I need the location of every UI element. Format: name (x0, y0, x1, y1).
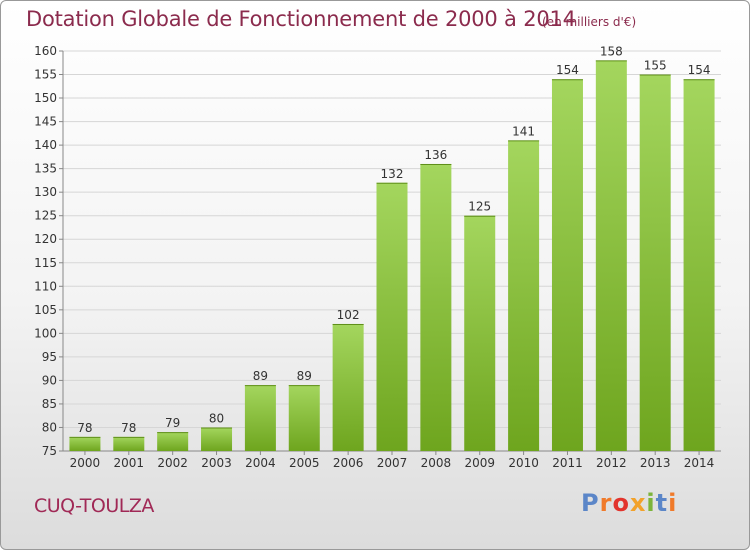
y-tick-label: 120 (34, 232, 57, 246)
bar-value-label: 80 (209, 411, 224, 425)
bar-value-label: 132 (381, 167, 404, 181)
y-tick-label: 95 (42, 350, 57, 364)
logo-letter: i (646, 489, 656, 517)
bar-value-label: 78 (77, 421, 92, 435)
logo-letter: P (581, 489, 600, 517)
y-tick-label: 145 (34, 115, 57, 129)
bar-value-label: 79 (165, 416, 180, 430)
bar (639, 74, 671, 451)
x-tick-label: 2011 (552, 456, 583, 470)
x-tick-label: 2005 (289, 456, 320, 470)
y-tick-label: 110 (34, 279, 57, 293)
y-tick-label: 90 (42, 373, 57, 387)
city-name: CUQ-TOULZA (34, 495, 154, 517)
y-tick-label: 150 (34, 91, 57, 105)
y-tick-label: 75 (42, 444, 57, 458)
bar (69, 436, 101, 451)
chart-subtitle: (en milliers d'€) (542, 15, 637, 29)
bar-value-label: 136 (424, 148, 447, 162)
x-tick-label: 2002 (157, 456, 188, 470)
x-tick-label: 2001 (114, 456, 145, 470)
bar (420, 163, 452, 452)
logo-letter: o (612, 489, 630, 517)
logo-letter: t (655, 489, 669, 517)
y-tick-label: 160 (34, 44, 57, 58)
logo-letter: x (629, 489, 647, 517)
y-tick-label: 85 (42, 397, 57, 411)
y-tick-label: 125 (34, 209, 57, 223)
x-tick-label: 2008 (421, 456, 452, 470)
x-tick-label: 2000 (70, 456, 101, 470)
bar-value-label: 154 (688, 63, 711, 77)
bar-value-label: 89 (297, 369, 312, 383)
proxiti-logo[interactable]: Proxiti (581, 489, 677, 517)
bar-value-label: 154 (556, 63, 579, 77)
x-tick-label: 2007 (377, 456, 408, 470)
y-tick-label: 140 (34, 138, 57, 152)
x-tick-label: 2014 (684, 456, 715, 470)
bar (464, 215, 496, 451)
bar (244, 385, 276, 451)
y-tick-label: 115 (34, 256, 57, 270)
logo-letter: i (668, 489, 678, 517)
bar-value-label: 102 (337, 308, 360, 322)
bar (595, 60, 627, 451)
bar (551, 79, 583, 451)
y-tick-label: 80 (42, 420, 57, 434)
bar (157, 432, 189, 451)
bar-value-label: 78 (121, 421, 136, 435)
y-tick-label: 135 (34, 162, 57, 176)
bar (332, 323, 364, 451)
bar-value-label: 89 (253, 369, 268, 383)
x-tick-label: 2012 (596, 456, 627, 470)
bar (508, 140, 540, 452)
bar (113, 436, 145, 451)
bar (376, 182, 408, 451)
x-tick-label: 2006 (333, 456, 364, 470)
bar (201, 427, 233, 451)
logo-letter: r (599, 489, 613, 517)
y-tick-label: 155 (34, 68, 57, 82)
x-tick-label: 2009 (464, 456, 495, 470)
y-tick-label: 130 (34, 185, 57, 199)
bar-value-label: 141 (512, 124, 535, 138)
labels: 75 80 85 90 95 100 105 110 115 120 125 130 135 140 145… (34, 44, 714, 470)
y-tick-label: 100 (34, 326, 57, 340)
bar-value-label: 125 (468, 200, 491, 214)
x-tick-label: 2010 (508, 456, 539, 470)
x-tick-label: 2013 (640, 456, 671, 470)
bar (683, 79, 715, 451)
chart-title: Dotation Globale de Fonctionnement de 20… (26, 7, 576, 31)
x-tick-label: 2003 (201, 456, 232, 470)
bar (288, 385, 320, 451)
bars (69, 60, 715, 452)
y-tick-label: 105 (34, 303, 57, 317)
x-tick-label: 2004 (245, 456, 276, 470)
bar-value-label: 158 (600, 44, 623, 58)
bar-value-label: 155 (644, 59, 667, 73)
